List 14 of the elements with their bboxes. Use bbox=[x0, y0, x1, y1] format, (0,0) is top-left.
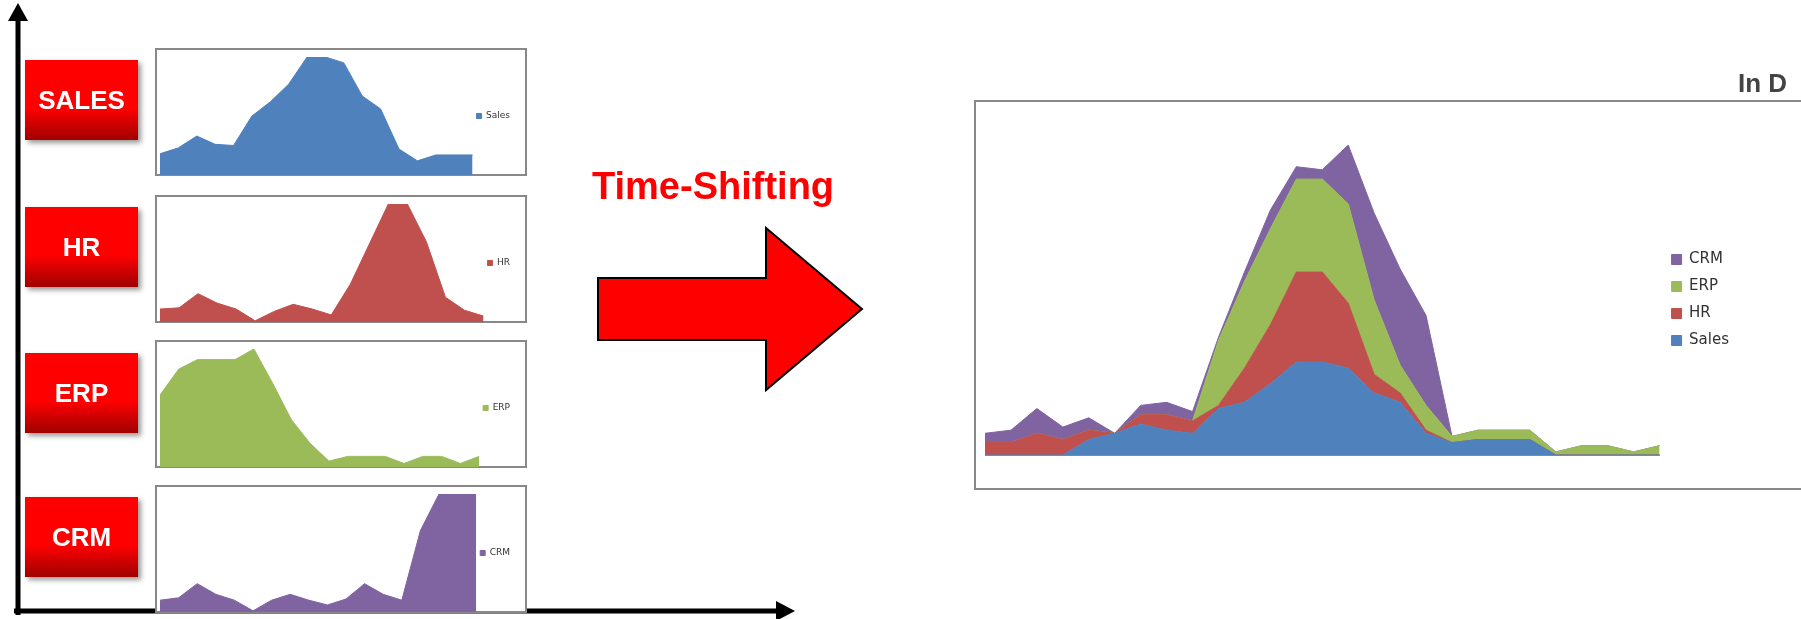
legend-label: Sales bbox=[486, 110, 511, 121]
legend-label: ERP bbox=[492, 402, 511, 413]
legend-label: HR bbox=[496, 257, 511, 268]
text: SALES bbox=[25, 60, 138, 140]
legend-label: CRM bbox=[1689, 249, 1723, 268]
text: Time-Shifting bbox=[592, 165, 835, 208]
text: ERP bbox=[25, 353, 138, 433]
legend-label: HR bbox=[1689, 303, 1711, 322]
text: In D bbox=[1738, 68, 1788, 99]
text: CRM bbox=[25, 497, 138, 577]
legend-label: CRM bbox=[489, 547, 511, 558]
legend-label: Sales bbox=[1689, 330, 1730, 349]
legend-label: ERP bbox=[1689, 276, 1719, 295]
text: HR bbox=[25, 207, 138, 287]
